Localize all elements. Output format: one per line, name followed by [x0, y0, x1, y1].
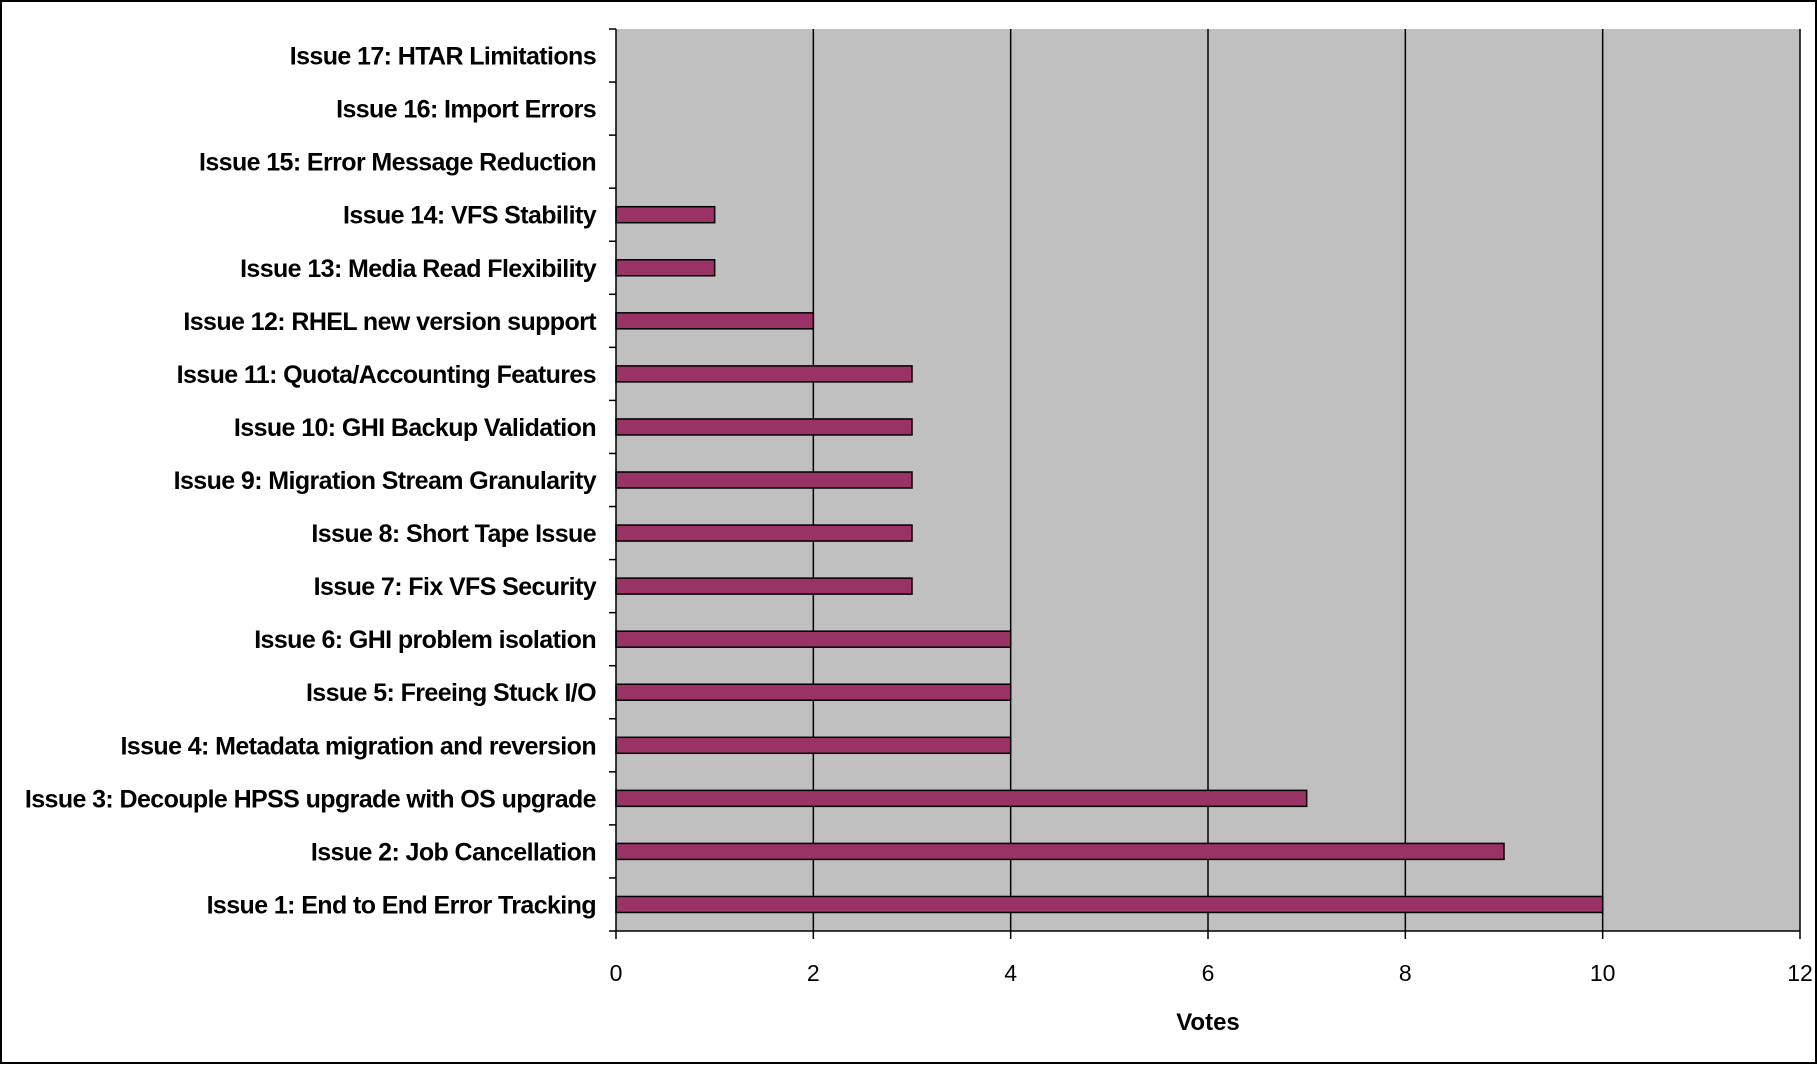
bar-issue-6 [615, 630, 1012, 648]
category-label-issue-10: Issue 10: GHI Backup Validation [234, 414, 596, 442]
category-label-issue-5: Issue 5: Freeing Stuck I/O [306, 679, 596, 707]
category-labels: Issue 1: End to End Error Tracking Issue … [25, 43, 598, 920]
category-label-issue-8: Issue 8: Short Tape Issue [311, 520, 596, 548]
category-label-issue-1: Issue 1: End to End Error Tracking [207, 891, 596, 919]
bar-issue-8 [615, 524, 913, 542]
bar-issue-11 [615, 365, 913, 383]
bar-issue-14 [615, 205, 716, 224]
category-label-issue-13: Issue 13: Media Read Flexibility [240, 255, 597, 283]
x-tick-labels: 0 2 4 6 8 10 12 [610, 960, 1813, 986]
category-label-issue-7: Issue 7: Fix VFS Security [314, 573, 597, 601]
category-label-issue-12: Issue 12: RHEL new version support [183, 308, 597, 336]
bar-issue-2 [615, 842, 1505, 861]
x-tick-label-12: 12 [1787, 960, 1813, 986]
category-label-issue-17: Issue 17: HTAR Limitations [290, 43, 596, 71]
x-tick-label-10: 10 [1590, 960, 1616, 986]
x-tick-label-0: 0 [610, 960, 623, 986]
bar-issue-3 [615, 789, 1308, 808]
bar-issue-12 [615, 312, 815, 330]
x-tick-label-4: 4 [1004, 960, 1017, 986]
bar-issue-4 [615, 736, 1012, 755]
category-label-issue-9: Issue 9: Migration Stream Granularity [174, 467, 597, 495]
x-tick-label-8: 8 [1399, 960, 1412, 986]
bar-issue-10 [615, 418, 913, 436]
category-label-issue-15: Issue 15: Error Message Reduction [199, 149, 596, 177]
bar-issue-9 [615, 471, 913, 489]
x-tick-label-6: 6 [1202, 960, 1215, 986]
category-label-issue-16: Issue 16: Import Errors [336, 96, 596, 124]
category-label-issue-2: Issue 2: Job Cancellation [311, 838, 596, 866]
category-label-issue-11: Issue 11: Quota/Accounting Features [177, 361, 596, 389]
gridlines [812, 29, 1801, 931]
x-axis-title: Votes [1176, 1009, 1240, 1036]
bar-issue-7 [615, 577, 913, 595]
axes [609, 28, 1801, 939]
bar-issue-5 [615, 683, 1012, 701]
category-label-issue-3: Issue 3: Decouple HPSS upgrade with OS u… [25, 785, 597, 813]
category-label-issue-14: Issue 14: VFS Stability [343, 202, 597, 230]
category-label-issue-6: Issue 6: GHI problem isolation [254, 626, 596, 654]
category-label-issue-4: Issue 4: Metadata migration and reversio… [120, 732, 596, 760]
x-tick-label-2: 2 [807, 960, 820, 986]
bar-issue-1 [615, 895, 1604, 914]
bar-issue-13 [615, 259, 716, 277]
